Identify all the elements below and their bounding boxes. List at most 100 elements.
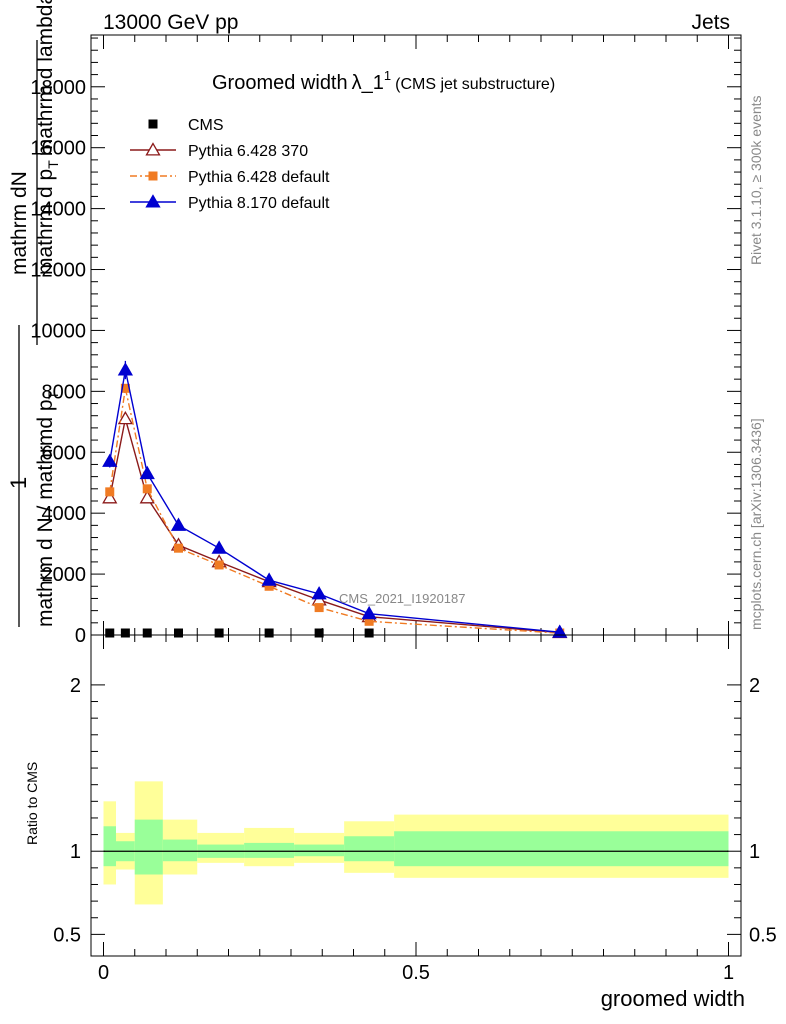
triangle-marker: [102, 453, 118, 467]
y-tick-label: 16000: [30, 138, 86, 160]
square-marker: [142, 628, 152, 638]
ratio-y-tick-label-left: 1: [70, 841, 81, 863]
uncertainty-band-inner: [162, 839, 198, 862]
title-main: Groomed width: [212, 72, 348, 94]
y-tick-label: 4000: [42, 503, 87, 525]
ylabel-den: mathrm d N / mathrmd p: [34, 399, 57, 627]
square-marker: [364, 616, 374, 626]
square-marker: [120, 628, 130, 638]
main-ylabel: 1 mathrm dN mathrm d pTmathrm d lambda m…: [6, 0, 61, 627]
triangle-marker: [170, 517, 187, 531]
square-marker: [364, 628, 374, 638]
ylabel-den-T: T: [45, 390, 61, 399]
y-tick-label: 8000: [42, 381, 87, 403]
ylabel-fraction-tail: mathrm d pTmathrm d lambda: [34, 0, 61, 275]
square-marker: [174, 543, 183, 553]
ratio-y-tick-label-left: 2: [70, 675, 81, 697]
analysis-watermark: CMS_2021_I1920187: [339, 591, 466, 606]
square-marker: [105, 628, 115, 638]
series-3: [102, 360, 568, 638]
title-symbol: λ_1: [352, 72, 384, 94]
triangle-marker: [311, 586, 327, 600]
square-marker: [148, 119, 158, 129]
legend-entry: CMS: [148, 117, 224, 134]
category-label: Jets: [691, 11, 730, 34]
ratio-bands: [103, 781, 729, 905]
ratio-y-tick-label-right: 1: [749, 841, 760, 863]
square-marker: [314, 628, 324, 638]
ylabel-numerator: mathrm dN: [8, 171, 31, 275]
y-tick-label: 0: [75, 625, 86, 647]
triangle-marker: [117, 362, 133, 376]
y-tick-label: 2000: [42, 564, 87, 586]
triangle-marker: [117, 410, 133, 425]
square-marker: [214, 560, 224, 570]
series-0: [105, 628, 374, 638]
legend-entry: Pythia 6.428 default: [130, 169, 330, 186]
x-tick-label: 1: [723, 962, 734, 984]
uncertainty-band-inner: [244, 842, 295, 858]
legend: CMS Pythia 6.428 370 Pythia 6.428 default P…: [130, 117, 330, 212]
ratio-axis-ticks: 0.5 0.5 1 1 2 2 0 0.5 1: [53, 635, 777, 984]
ratio-y-tick-label-right: 0.5: [749, 924, 777, 946]
title-paren: (CMS jet substructure): [395, 76, 555, 93]
y-tick-label: 12000: [30, 260, 86, 282]
mcplots-label: mcplots.cern.ch [arXiv:1306.3436]: [748, 418, 764, 630]
triangle-marker: [145, 194, 161, 208]
triangle-marker: [361, 605, 377, 620]
ylabel-frac-mid: mathrm d p: [34, 169, 57, 275]
triangle-marker: [139, 490, 155, 504]
uncertainty-band-inner: [394, 831, 729, 867]
triangle-marker: [211, 540, 227, 554]
series-1: [102, 410, 568, 639]
square-marker: [105, 487, 115, 497]
y-tick-label: 6000: [42, 442, 87, 464]
ratio-y-tick-label-left: 0.5: [53, 924, 81, 946]
y-tick-label: 14000: [30, 199, 86, 221]
title-superscript: 1: [384, 68, 391, 83]
ylabel-num-d: mathrm d: [8, 186, 31, 275]
main-series-group: [102, 360, 568, 639]
square-marker: [214, 628, 224, 638]
series-line: [109, 388, 560, 634]
triangle-marker: [552, 624, 568, 638]
uncertainty-band-inner: [134, 819, 163, 875]
square-marker: [174, 628, 183, 638]
uncertainty-band-inner: [103, 826, 116, 867]
legend-entry: Pythia 6.428 370: [130, 142, 308, 160]
y-tick-label: 10000: [30, 320, 86, 342]
square-marker: [120, 383, 130, 393]
square-marker: [314, 603, 324, 613]
ratio-ylabel: Ratio to CMS: [24, 762, 40, 845]
square-marker: [148, 171, 158, 181]
ylabel-denominator: mathrm d N / mathrmd pT: [34, 390, 61, 627]
triangle-marker: [145, 142, 161, 156]
series-line: [109, 369, 560, 633]
square-marker: [142, 484, 152, 494]
energy-label: 13000 GeV pp: [103, 11, 238, 34]
legend-label: CMS: [188, 117, 224, 134]
rivet-label: Rivet 3.1.10, ≥ 300k events: [748, 95, 764, 265]
square-marker: [264, 628, 274, 638]
ratio-panel-frame: [90, 634, 742, 957]
triangle-marker: [102, 490, 118, 504]
x-axis-label: groomed width: [601, 986, 745, 1011]
ylabel-frac-lambda: mathrm d lambda: [34, 0, 57, 156]
x-tick-label: 0: [98, 962, 109, 984]
ylabel-num-N: N: [8, 171, 31, 186]
x-tick-label: 0.5: [402, 962, 430, 984]
legend-label: Pythia 6.428 default: [188, 169, 330, 186]
plot-title: Groomed width λ_11 (CMS jet substructure): [212, 68, 555, 94]
uncertainty-band-inner: [344, 836, 395, 862]
uncertainty-band-inner: [294, 844, 345, 857]
triangle-marker: [261, 572, 277, 586]
legend-entry: Pythia 8.170 default: [130, 194, 330, 212]
square-marker: [264, 581, 274, 591]
legend-label: Pythia 6.428 370: [188, 143, 308, 160]
main-axis-ticks: 0 2000 4000 6000 8000 10000 12000 14000 16000 180…: [30, 35, 741, 647]
ratio-y-tick-label-right: 2: [749, 675, 760, 697]
y-tick-label: 18000: [30, 77, 86, 99]
legend-label: Pythia 8.170 default: [188, 195, 330, 212]
ylabel-frac-T: T: [45, 160, 61, 169]
